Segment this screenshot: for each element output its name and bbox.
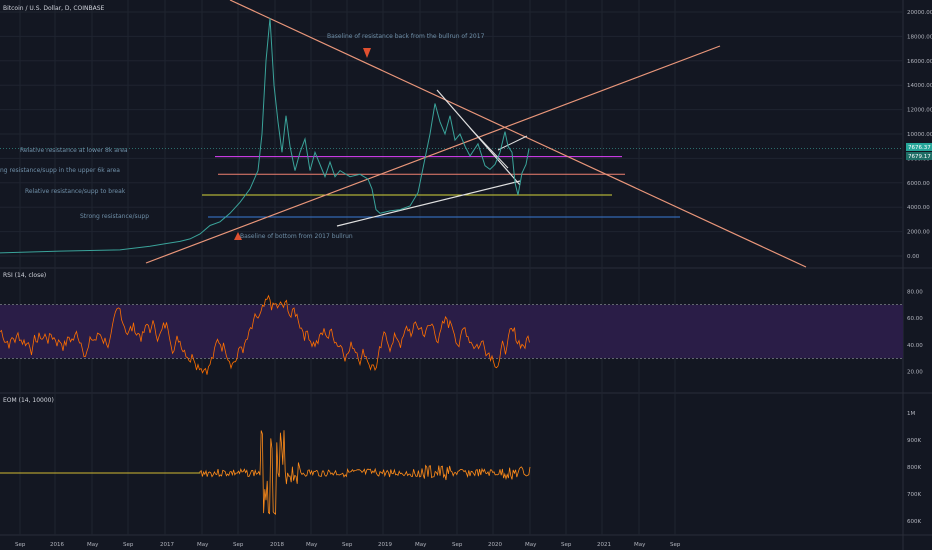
y-tick-label: 18000.00 [907,34,932,40]
rsi-series [0,294,903,375]
x-tick-label: 2016 [50,542,64,548]
y-tick-label: 14000.00 [907,83,932,89]
annotation-bottom-baseline: Baseline of bottom from 2017 bullrun [240,233,353,240]
x-tick-label: Sep [342,542,353,548]
annotation-strong: Strong resistance/supp [80,213,149,220]
price-tag-1: 7676.37 [908,145,931,151]
x-tick-label: May [87,542,99,548]
annotation-bullrun-baseline: Baseline of resistance back from the bul… [327,33,485,40]
x-tick-label: May [306,542,318,548]
x-tick-label: May [197,542,209,548]
price-line [0,18,530,254]
chart-title: Bitcoin / U.S. Dollar, D, COINBASE [3,5,105,12]
eom-tick-label: 800K [907,465,921,471]
rsi-tick-label: 60.00 [907,316,923,322]
axis-labels: Sep 2016 May Sep 2017 May Sep 2018 May Sep 2019 May… [15,10,932,548]
ascending-support-line [145,45,721,264]
eom-tick-label: 900K [907,438,921,444]
y-tick-label: 0.00 [907,254,920,260]
y-tick-label: 12000.00 [907,108,932,114]
eom-line [0,430,531,515]
annotation-labels: Baseline of resistance back from the bul… [0,5,485,404]
descending-resistance-line [229,0,807,268]
x-tick-label: Sep [452,542,463,548]
x-tick-label: 2020 [488,542,502,548]
eom-panel-title: EOM (14, 10000) [3,397,54,404]
annotation-upper-6k: ng resistance/supp in the upper 6k area [0,167,120,174]
x-tick-label: 2021 [597,542,611,548]
eom-series [0,430,531,515]
x-tick-label: May [415,542,427,548]
rsi-band [0,304,903,359]
x-tick-label: 2017 [160,542,174,548]
x-tick-label: May [525,542,537,548]
x-tick-label: Sep [123,542,134,548]
rsi-panel-title: RSI (14, close) [3,272,46,279]
x-tick-label: Sep [233,542,244,548]
annotation-break: Relative resistance/supp to break [25,188,126,195]
arrow-down-icon [363,48,371,58]
x-tick-label: Sep [15,542,26,548]
trend-lines [0,0,903,268]
x-tick-label: 2019 [378,542,392,548]
eom-tick-label: 700K [907,492,921,498]
y-tick-label: 2000.00 [907,230,930,236]
rsi-line [0,294,530,375]
eom-tick-label: 600K [907,519,921,525]
rsi-tick-label: 40.00 [907,343,923,349]
y-tick-label: 4000.00 [907,205,930,211]
white-support-line [336,180,521,227]
y-tick-label: 20000.00 [907,10,932,16]
white-short-line [497,135,528,151]
x-tick-label: Sep [561,542,572,548]
y-tick-label: 6000.00 [907,181,930,187]
x-tick-label: May [634,542,646,548]
white-inner-line [469,127,509,169]
price-tag-2: 7679.17 [908,154,931,160]
arrow-up-icon [234,232,242,240]
x-tick-label: 2018 [270,542,284,548]
x-tick-label: Sep [670,542,681,548]
price-tags: 7676.37 7679.17 [906,143,932,160]
annotation-lower-8k: Relative resistance at lower 8k area [20,147,128,154]
y-tick-label: 10000.00 [907,132,932,138]
rsi-tick-label: 20.00 [907,370,923,376]
price-series [0,18,530,254]
y-tick-label: 16000.00 [907,59,932,65]
rsi-tick-label: 80.00 [907,289,923,295]
eom-tick-label: 1M [907,411,915,417]
